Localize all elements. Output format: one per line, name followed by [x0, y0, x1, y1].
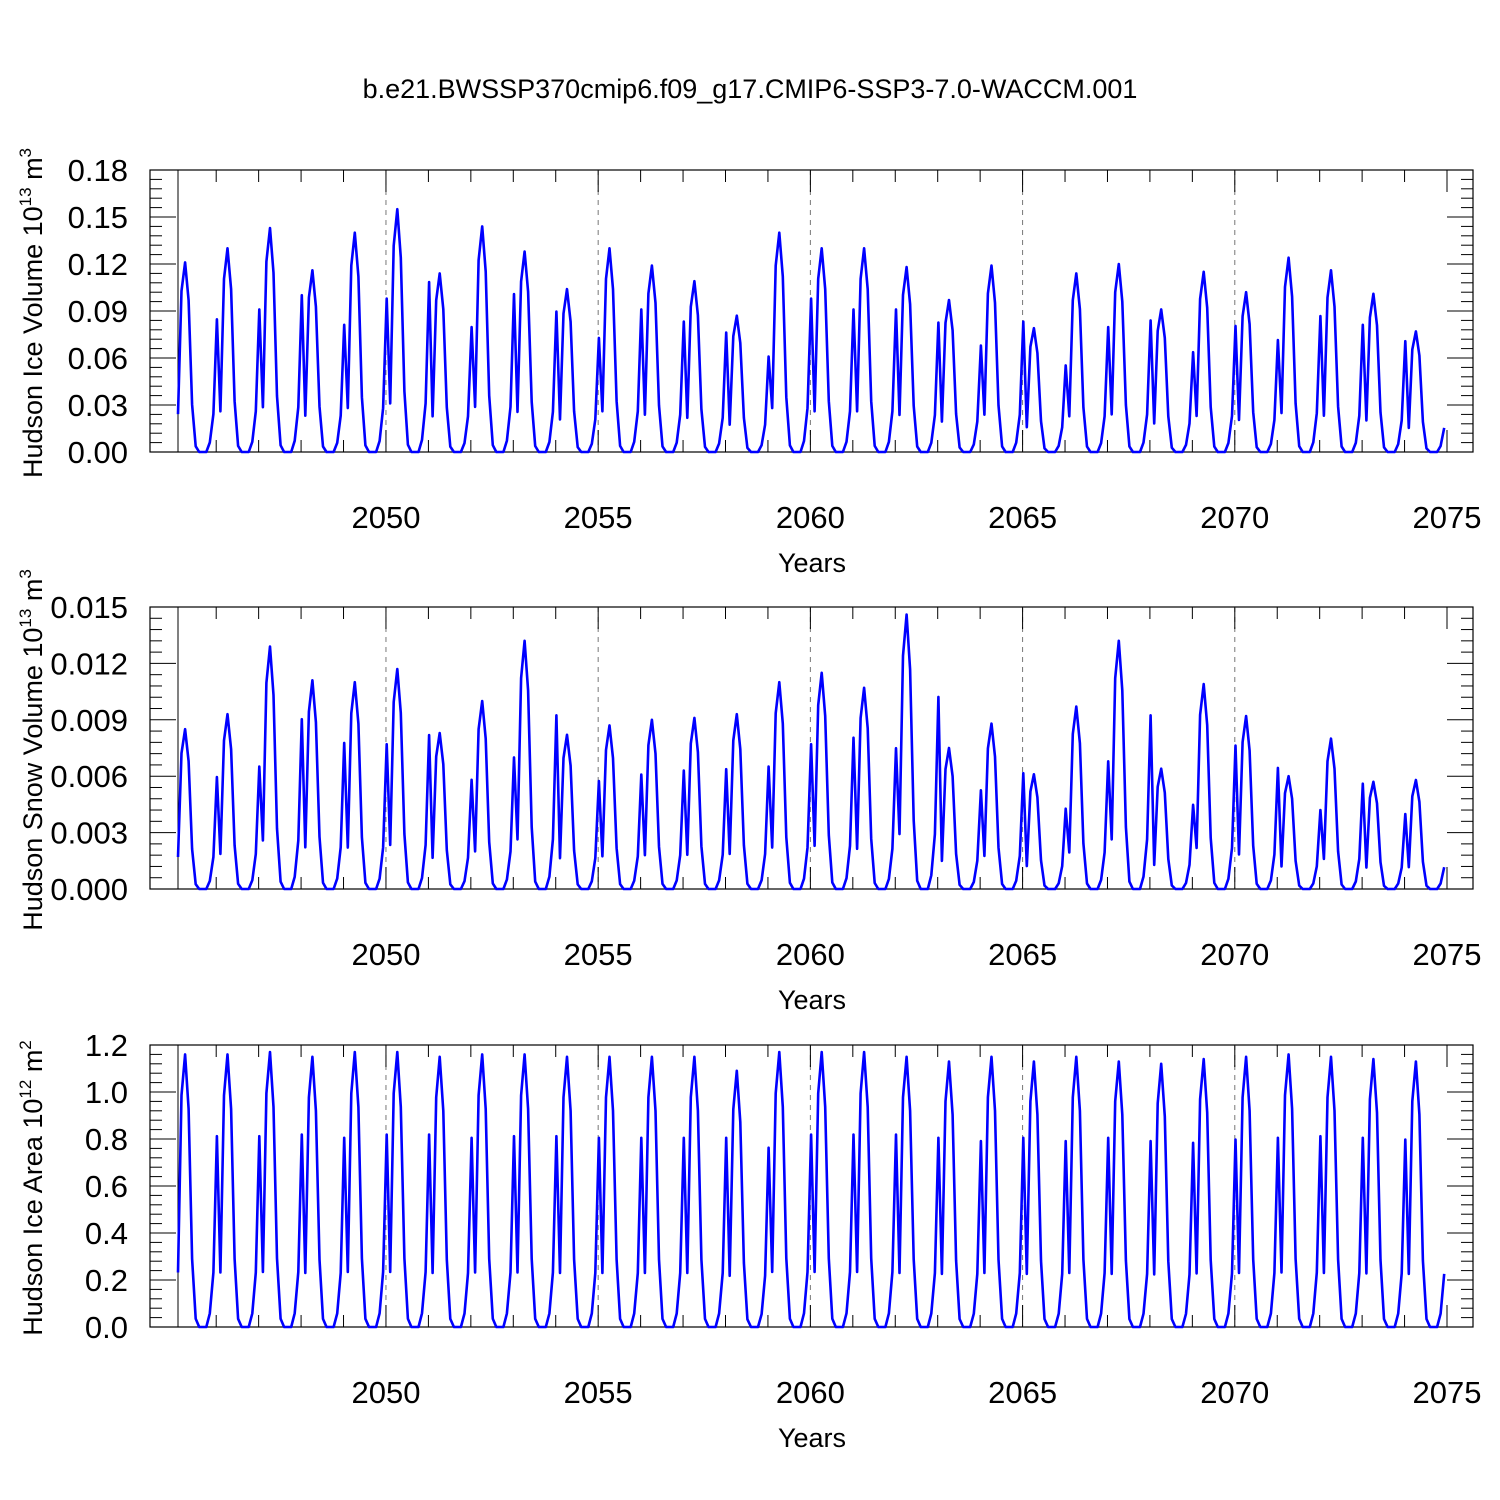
y-tick-label: 0.003	[50, 816, 128, 851]
x-tick-label: 2050	[351, 1375, 420, 1410]
panel-ice-volume: 0.00 0.03 0.06 0.09 0.12 0.15 0.18 2050 2055 2060…	[16, 148, 1481, 578]
y-axis-title: Hudson Ice Volume 1013 m3	[16, 148, 48, 478]
x-axis-title: Years	[778, 1423, 846, 1453]
x-tick-label: 2075	[1413, 937, 1482, 972]
y-axis-title-unit-exp: 3	[16, 148, 35, 157]
y-tick-label: 0.03	[68, 388, 128, 423]
y-axis-title: Hudson Snow Volume 1013 m3	[16, 569, 48, 931]
x-tick-label: 2060	[776, 500, 845, 535]
x-axis-title: Years	[778, 548, 846, 578]
figure-title: b.e21.BWSSP370cmip6.f09_g17.CMIP6-SSP3-7…	[363, 74, 1138, 104]
y-axis-title-unit: m	[18, 1050, 48, 1080]
x-tick-label: 2065	[988, 1375, 1057, 1410]
y-tick-label: 0.18	[68, 153, 128, 188]
y-tick-label: 0.4	[85, 1216, 128, 1251]
y-tick-label: 0.006	[50, 759, 128, 794]
y-axis-title-unit-exp: 3	[16, 569, 35, 578]
y-axis-title-unit: m	[18, 157, 48, 187]
y-tick-label: 0.6	[85, 1169, 128, 1204]
y-axis-title-text: Hudson Ice Area 10	[18, 1099, 48, 1336]
y-tick-label: 0.012	[50, 646, 128, 681]
y-axis-title-text: Hudson Snow Volume 10	[18, 628, 48, 931]
panel-snow-volume: 0.000 0.003 0.006 0.009 0.012 0.015 2050 2055 20…	[16, 569, 1481, 1015]
y-axis-title-exp: 12	[16, 1080, 35, 1099]
series-line-snow-volume	[176, 613, 1446, 891]
y-tick-label: 0.0	[85, 1310, 128, 1345]
y-tick-label: 0.000	[50, 872, 128, 907]
x-tick-label: 2060	[776, 937, 845, 972]
x-tick-label: 2065	[988, 500, 1057, 535]
x-tick-label: 2050	[351, 937, 420, 972]
x-tick-label: 2055	[564, 500, 633, 535]
x-axis-title: Years	[778, 985, 846, 1015]
y-axis-title-unit: m	[18, 579, 48, 609]
plot-frame	[149, 606, 1474, 890]
y-axis-title-exp: 13	[16, 609, 35, 628]
y-axis-title: Hudson Ice Area 1012 m2	[16, 1040, 48, 1336]
y-tick-label: 0.015	[50, 590, 128, 625]
x-tick-label: 2070	[1200, 500, 1269, 535]
x-tick-label: 2060	[776, 1375, 845, 1410]
y-tick-label: 0.12	[68, 247, 128, 282]
panel-ice-area: 0.0 0.2 0.4 0.6 0.8 1.0 1.2 2050 2055 2060 2065 207…	[16, 1028, 1481, 1453]
y-tick-label: 1.2	[85, 1028, 128, 1063]
y-tick-label: 0.8	[85, 1122, 128, 1157]
x-tick-label: 2055	[564, 1375, 633, 1410]
y-axis-title-text: Hudson Ice Volume 10	[18, 206, 48, 478]
series-line-ice-area	[176, 1050, 1446, 1329]
y-tick-label: 0.00	[68, 435, 128, 470]
x-tick-label: 2065	[988, 937, 1057, 972]
x-tick-label: 2050	[351, 500, 420, 535]
x-tick-label: 2070	[1200, 1375, 1269, 1410]
y-tick-label: 0.06	[68, 341, 128, 376]
series-line-ice-volume	[176, 207, 1446, 454]
y-tick-label: 0.2	[85, 1263, 128, 1298]
y-axis-title-exp: 13	[16, 187, 35, 206]
x-tick-label: 2075	[1413, 1375, 1482, 1410]
x-tick-label: 2075	[1413, 500, 1482, 535]
y-tick-label: 1.0	[85, 1075, 128, 1110]
y-tick-label: 0.09	[68, 294, 128, 329]
y-tick-label: 0.15	[68, 200, 128, 235]
x-tick-label: 2055	[564, 937, 633, 972]
y-axis-title-unit-exp: 2	[16, 1040, 35, 1049]
x-tick-label: 2070	[1200, 937, 1269, 972]
y-tick-label: 0.009	[50, 703, 128, 738]
